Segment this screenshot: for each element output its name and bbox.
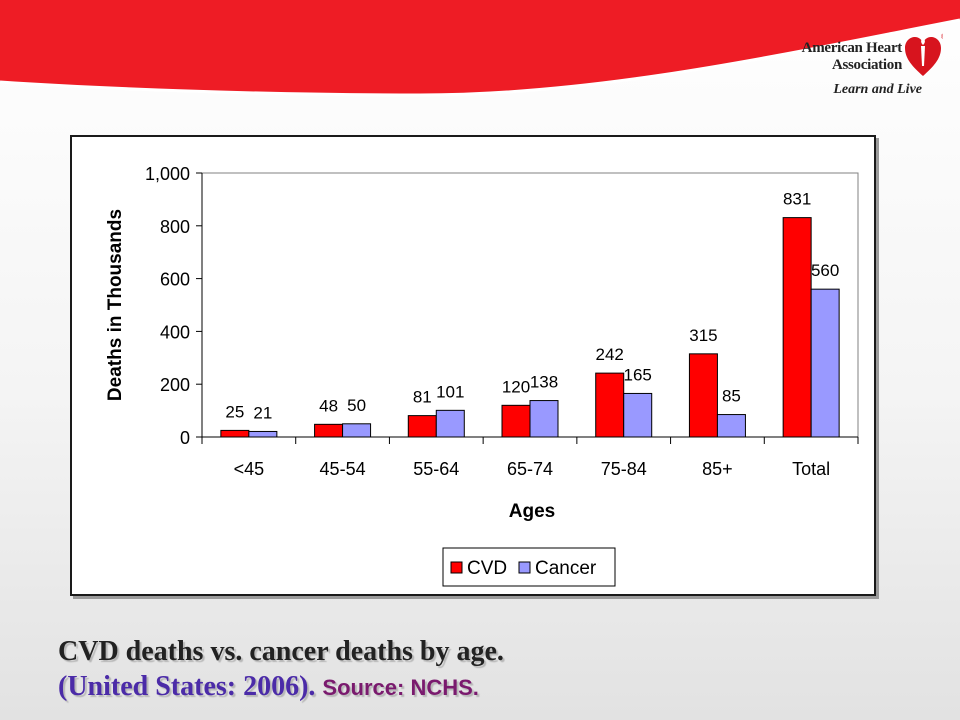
heart-torch-icon: ® (905, 33, 943, 76)
bar-cvd (595, 372, 625, 438)
bar-cvd (688, 353, 718, 438)
data-label-cvd: 25 (225, 402, 244, 421)
legend-label-cancer: Cancer (535, 558, 597, 579)
x-tick-label: 45-54 (320, 459, 366, 479)
data-label-cvd: 81 (413, 388, 432, 407)
data-label-cancer: 560 (811, 261, 839, 280)
aha-logo: American Heart Association ® Learn and L… (790, 30, 955, 102)
data-label-cancer: 165 (624, 365, 652, 384)
data-label-cvd: 120 (502, 377, 530, 396)
bar-cvd (220, 429, 250, 438)
caption-line2: (United States: 2006). Source: NCHS. (58, 669, 918, 705)
caption-year: (United States: 2006). (58, 671, 316, 702)
bar-cvd (782, 217, 812, 438)
data-label-cvd: 315 (689, 326, 717, 345)
bar-cvd (501, 404, 531, 438)
plot-area (201, 172, 859, 438)
x-tick-label: Total (792, 459, 830, 479)
top-banner (0, 0, 960, 97)
y-axis-title: Deaths in Thousands (105, 209, 126, 401)
caption-line1: CVD deaths vs. cancer deaths by age. (58, 636, 504, 667)
bar-cancer (342, 423, 372, 438)
legend-swatch-cvd (450, 561, 463, 574)
bar-cancer (435, 409, 465, 438)
data-label-cancer: 50 (347, 396, 366, 415)
data-label-cvd: 242 (596, 345, 624, 364)
data-label-cvd: 831 (783, 190, 811, 209)
data-label-cancer: 85 (722, 387, 741, 406)
y-tick-label: 1,000 (145, 164, 190, 184)
x-tick-label: 65-74 (507, 459, 553, 479)
bar-cancer (810, 288, 840, 438)
y-tick-label: 400 (160, 322, 190, 342)
x-tick-label: 55-64 (413, 459, 459, 479)
bar-cancer (248, 430, 278, 438)
x-tick-label: <45 (234, 459, 265, 479)
legend-label-cvd: CVD (467, 558, 507, 579)
logo-tagline: Learn and Live (833, 82, 922, 97)
logo-line1: American Heart (801, 40, 903, 56)
data-label-cancer: 21 (253, 403, 272, 422)
y-tick-label: 800 (160, 217, 190, 237)
x-axis-title: Ages (509, 501, 555, 522)
slide-caption: CVD deaths vs. cancer deaths by age. (Un… (58, 634, 918, 705)
logo-line2: Association (831, 57, 902, 73)
legend-swatch-cancer (518, 561, 531, 574)
chart-panel: Deaths in Thousands Ages 0 200 400 600 800 1,… (70, 135, 876, 596)
bar-cancer (716, 414, 746, 438)
data-label-cvd: 48 (319, 396, 338, 415)
x-tick-label: 75-84 (601, 459, 647, 479)
y-tick-label: 600 (160, 270, 190, 290)
bar-cancer (529, 400, 559, 438)
registered-mark: ® (941, 33, 943, 41)
y-tick-label: 0 (180, 428, 190, 448)
bar-cancer (623, 392, 653, 438)
y-tick-label: 200 (160, 375, 190, 395)
bar-chart: Deaths in Thousands Ages 0 200 400 600 800 1,… (105, 164, 859, 587)
bar-cvd (407, 415, 437, 438)
data-label-cancer: 138 (530, 373, 558, 392)
bar-cvd (314, 423, 344, 438)
data-label-cancer: 101 (436, 382, 464, 401)
x-tick-label: 85+ (702, 459, 733, 479)
caption-source: Source: NCHS. (322, 675, 479, 700)
